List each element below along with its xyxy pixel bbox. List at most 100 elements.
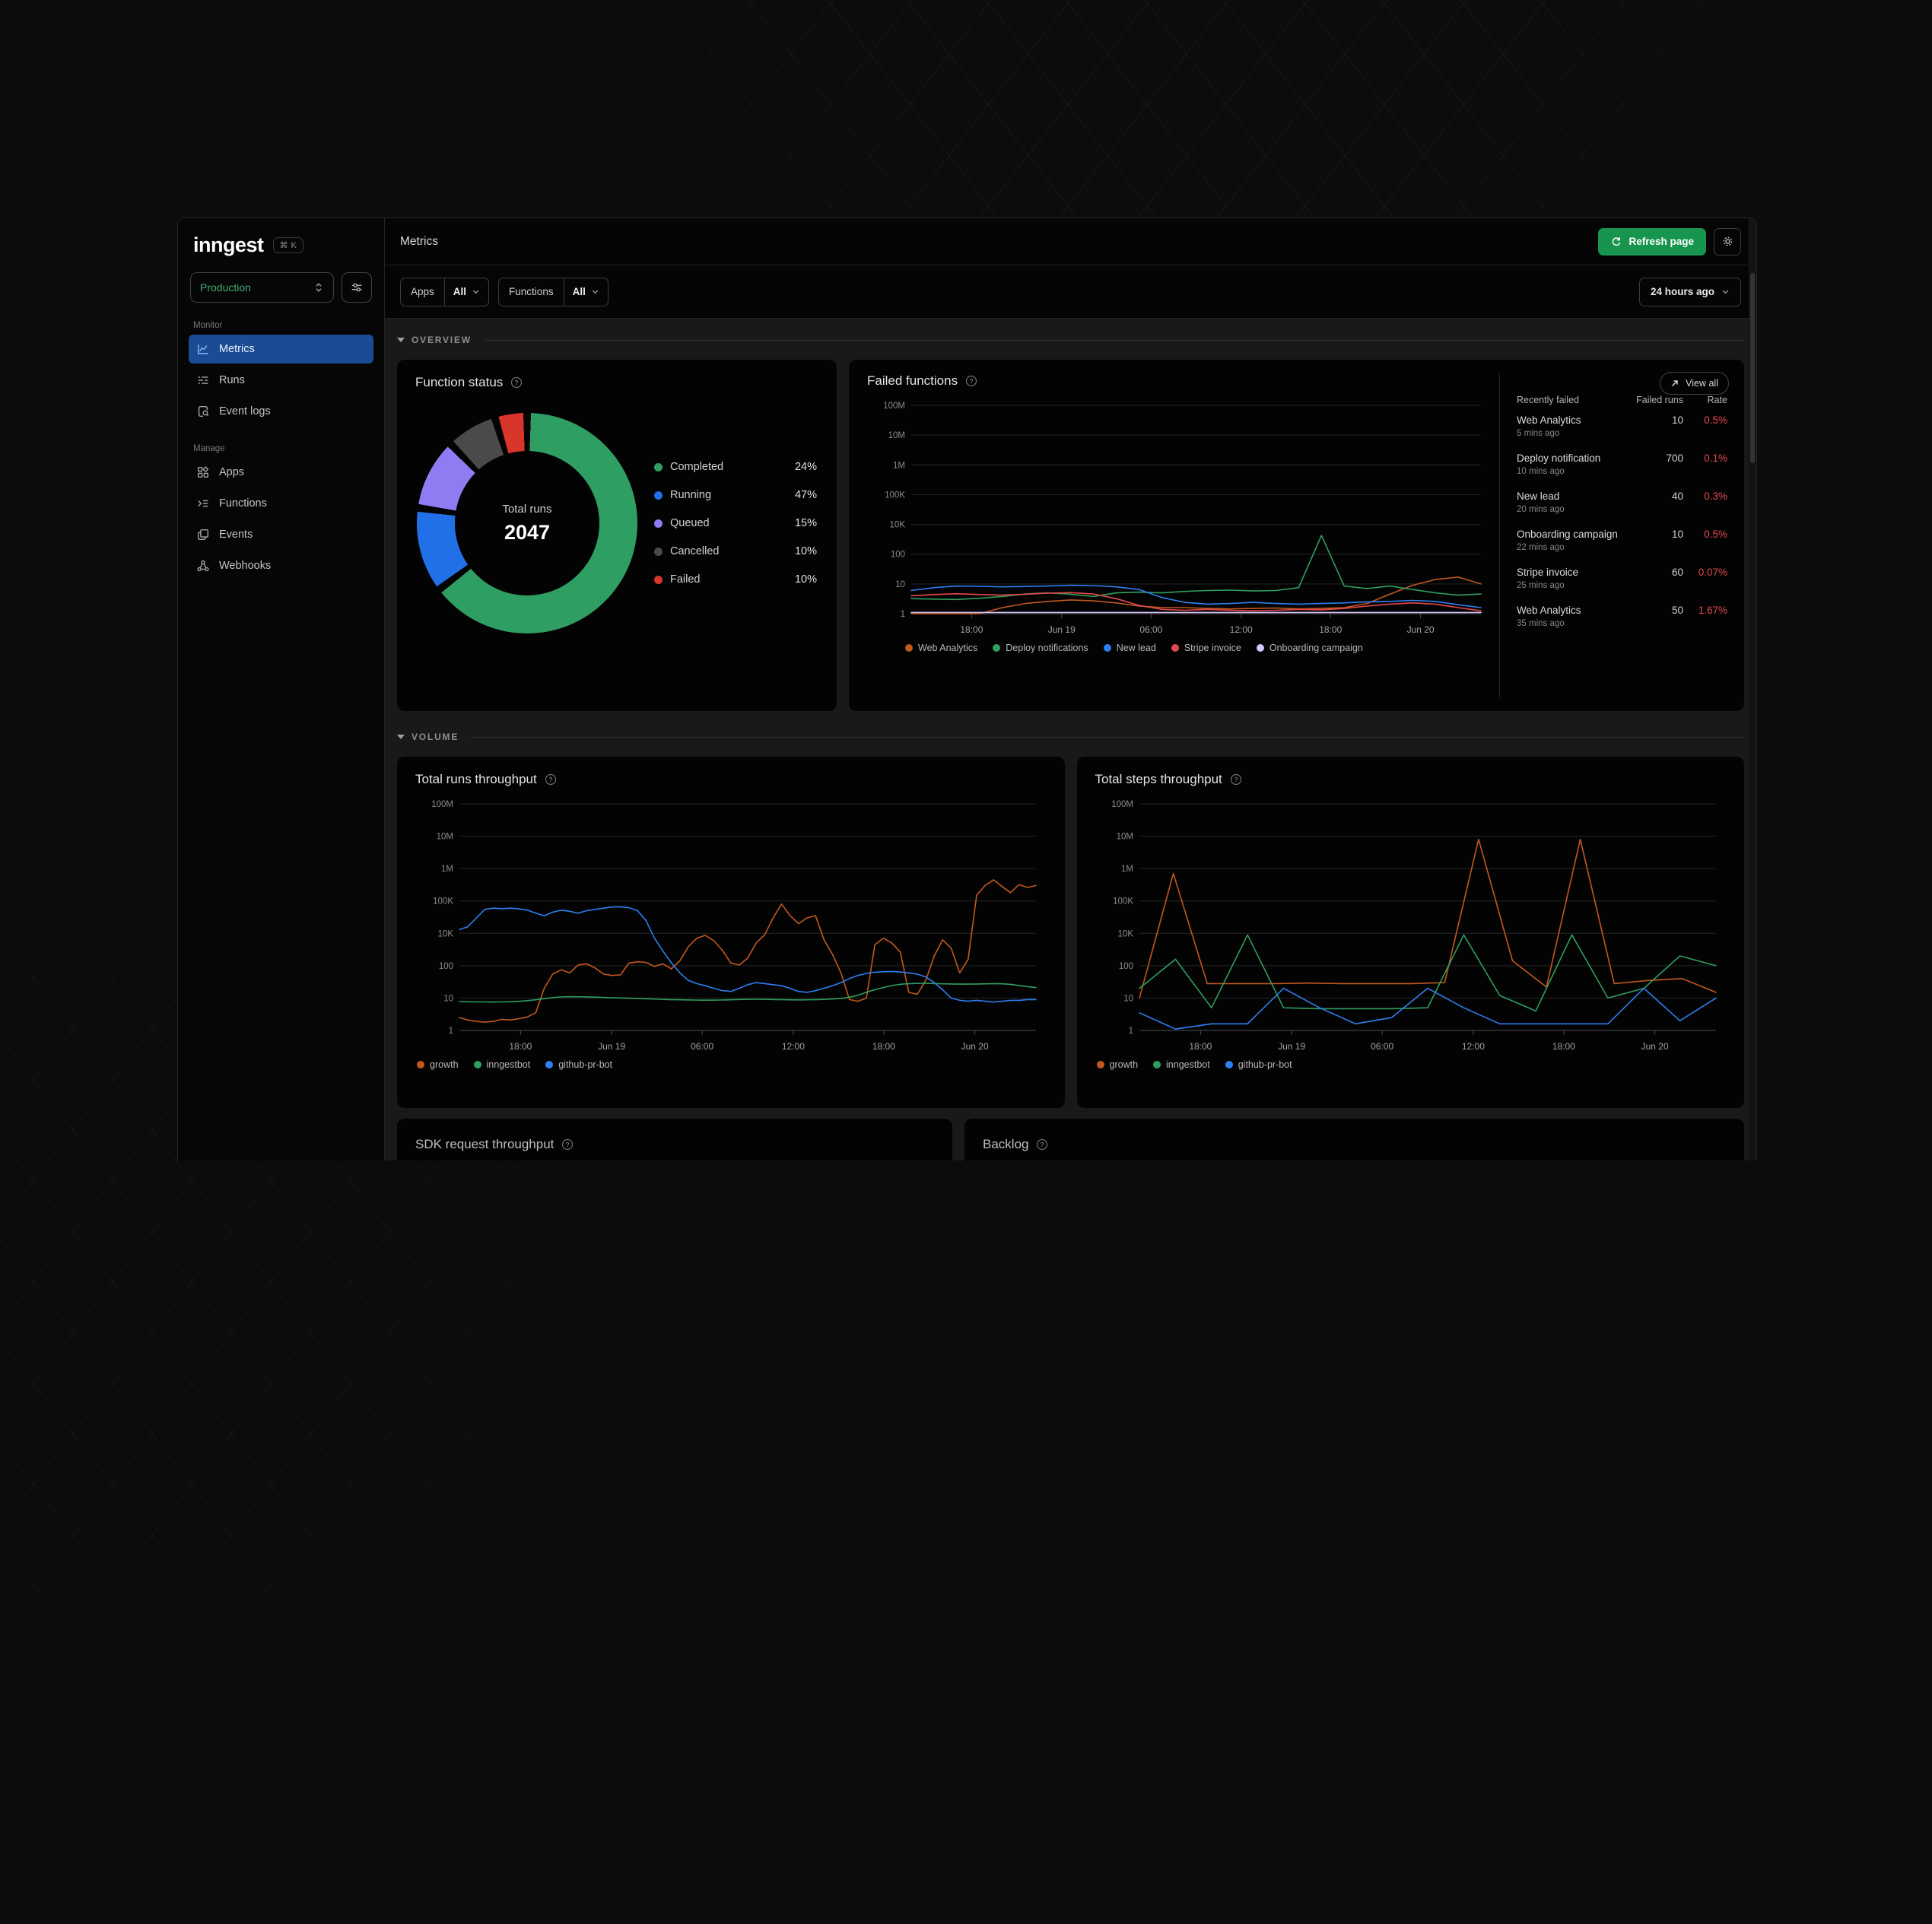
doc-search-icon xyxy=(196,405,210,418)
help-icon[interactable]: ? xyxy=(561,1138,574,1151)
volume-section-label: VOLUME xyxy=(412,732,459,742)
sidebar: inngest ⌘ K Production Monitor xyxy=(178,218,385,1160)
svg-text:100: 100 xyxy=(891,551,905,560)
svg-text:06:00: 06:00 xyxy=(1139,624,1162,635)
legend-growth: growth xyxy=(417,1059,459,1070)
total-runs-chart-legend: growth inngestbot github-pr-bot xyxy=(415,1053,1047,1076)
donut-ring xyxy=(417,413,637,633)
legend-dot xyxy=(654,462,663,471)
sidebar-item-metrics[interactable]: Metrics xyxy=(189,335,373,364)
svg-text:18:00: 18:00 xyxy=(872,1041,895,1052)
collapse-triangle-icon xyxy=(397,735,405,739)
sidebar-item-label: Runs xyxy=(219,374,245,386)
total-runs-throughput-title: Total runs throughput xyxy=(415,772,537,786)
svg-text:18:00: 18:00 xyxy=(1319,624,1342,635)
svg-text:1M: 1M xyxy=(1121,865,1133,874)
sidebar-item-label: Apps xyxy=(219,466,245,478)
backlog-title: Backlog xyxy=(983,1137,1029,1151)
function-status-title: Function status xyxy=(415,375,504,389)
help-icon[interactable]: ? xyxy=(1036,1138,1048,1151)
table-row[interactable]: Web Analytics 35 mins ago 50 1.67% xyxy=(1517,605,1727,628)
svg-text:Jun 19: Jun 19 xyxy=(1048,624,1076,635)
svg-text:10M: 10M xyxy=(437,833,453,842)
sidebar-item-apps[interactable]: Apps xyxy=(189,458,373,487)
svg-text:100M: 100M xyxy=(1111,800,1133,809)
list-runs-icon xyxy=(196,373,210,387)
help-icon[interactable]: ? xyxy=(545,773,557,786)
svg-text:100K: 100K xyxy=(433,897,453,906)
help-icon[interactable]: ? xyxy=(510,376,523,389)
total-steps-chart-legend: growth inngestbot github-pr-bot xyxy=(1095,1053,1727,1076)
table-row[interactable]: Stripe invoice 25 mins ago 60 0.07% xyxy=(1517,567,1727,590)
refresh-page-button[interactable]: Refresh page xyxy=(1598,227,1706,256)
page-header: Metrics Refresh page xyxy=(385,218,1756,265)
table-header: Recently failed Failed runs Rate xyxy=(1517,395,1727,405)
failed-functions-chart: 100M 10M 1M 100K 10K 100 10 1 18:00 Jun 19 06:00 12… xyxy=(867,399,1492,637)
sidebar-item-label: Event logs xyxy=(219,405,271,418)
apps-filter-value[interactable]: All xyxy=(445,278,488,306)
functions-filter[interactable]: Functions All xyxy=(498,277,609,306)
svg-text:Jun 19: Jun 19 xyxy=(598,1041,625,1052)
functions-filter-value[interactable]: All xyxy=(564,278,608,306)
legend-dot xyxy=(654,575,663,584)
total-steps-throughput-card: Total steps throughput ? 100M 10M 1M 100K 10… xyxy=(1076,757,1744,1108)
help-icon[interactable]: ? xyxy=(965,375,977,387)
svg-text:18:00: 18:00 xyxy=(1189,1041,1212,1052)
sidebar-item-label: Webhooks xyxy=(219,560,272,572)
table-row[interactable]: Web Analytics 5 mins ago 10 0.5% xyxy=(1517,414,1727,438)
environment-select[interactable]: Production xyxy=(190,272,334,303)
legend-dot xyxy=(654,491,663,500)
arrow-up-right-icon xyxy=(1670,379,1679,388)
sidebar-item-runs[interactable]: Runs xyxy=(189,366,373,395)
command-letter: K xyxy=(291,240,297,250)
legend-item-completed: Completed 24% xyxy=(654,461,817,473)
svg-text:10M: 10M xyxy=(1116,833,1133,842)
view-all-button[interactable]: View all xyxy=(1660,372,1729,395)
legend-inngestbot: inngestbot xyxy=(473,1059,530,1070)
svg-text:100: 100 xyxy=(1118,962,1133,971)
svg-text:10K: 10K xyxy=(1117,929,1133,938)
scrollbar-track[interactable] xyxy=(1749,218,1756,1160)
view-all-label: View all xyxy=(1686,378,1718,389)
table-row[interactable]: New lead 20 mins ago 40 0.3% xyxy=(1517,491,1727,514)
svg-text:1M: 1M xyxy=(441,865,453,874)
legend-inngestbot: inngestbot xyxy=(1153,1059,1210,1070)
select-updown-icon xyxy=(313,282,324,293)
sidebar-item-functions[interactable]: Functions xyxy=(189,489,373,518)
time-range-value: 24 hours ago xyxy=(1650,286,1714,297)
overview-section-header[interactable]: OVERVIEW xyxy=(397,331,1744,349)
chart-line-icon xyxy=(196,342,210,356)
svg-text:100K: 100K xyxy=(885,491,905,500)
refresh-icon xyxy=(1610,236,1622,247)
help-icon[interactable]: ? xyxy=(1230,773,1242,786)
svg-text:1: 1 xyxy=(1128,1027,1133,1036)
table-row[interactable]: Onboarding campaign 22 mins ago 10 0.5% xyxy=(1517,529,1727,552)
collapse-triangle-icon xyxy=(397,338,405,342)
sidebar-item-label: Metrics xyxy=(219,343,255,355)
recently-failed-table: Recently failed Failed runs Rate Web Ana… xyxy=(1499,373,1744,697)
overview-section-label: OVERVIEW xyxy=(412,335,472,345)
sliders-icon xyxy=(350,281,364,294)
section-divider-line xyxy=(484,339,1744,341)
chevron-down-icon xyxy=(472,287,480,296)
sidebar-item-events[interactable]: Events xyxy=(189,520,373,549)
svg-text:10: 10 xyxy=(1123,994,1133,1003)
svg-text:Jun 20: Jun 20 xyxy=(961,1041,989,1052)
environment-filter-button[interactable] xyxy=(342,272,372,303)
volume-section-header[interactable]: VOLUME xyxy=(397,728,1744,746)
scrollbar-thumb[interactable] xyxy=(1750,273,1755,463)
backlog-card: Backlog ? xyxy=(964,1119,1744,1160)
apps-filter[interactable]: Apps All xyxy=(400,277,490,306)
total-runs-chart: 100M 10M 1M 100K 10K 100 10 1 18:00 Jun 19 06:00 12… xyxy=(415,798,1047,1053)
svg-text:10M: 10M xyxy=(888,431,905,440)
time-range-dropdown[interactable]: 24 hours ago xyxy=(1638,277,1741,306)
sidebar-item-webhooks[interactable]: Webhooks xyxy=(189,551,373,580)
settings-button[interactable] xyxy=(1714,227,1741,256)
table-row[interactable]: Deploy notification 10 mins ago 700 0.1% xyxy=(1517,452,1727,476)
sidebar-item-event-logs[interactable]: Event logs xyxy=(189,397,373,426)
function-status-donut: Total runs 2047 xyxy=(417,413,637,633)
command-k-shortcut[interactable]: ⌘ K xyxy=(272,237,303,253)
events-windows-icon xyxy=(196,528,210,541)
svg-text:?: ? xyxy=(1234,776,1238,783)
filter-bar: Apps All Functions All xyxy=(385,265,1756,319)
